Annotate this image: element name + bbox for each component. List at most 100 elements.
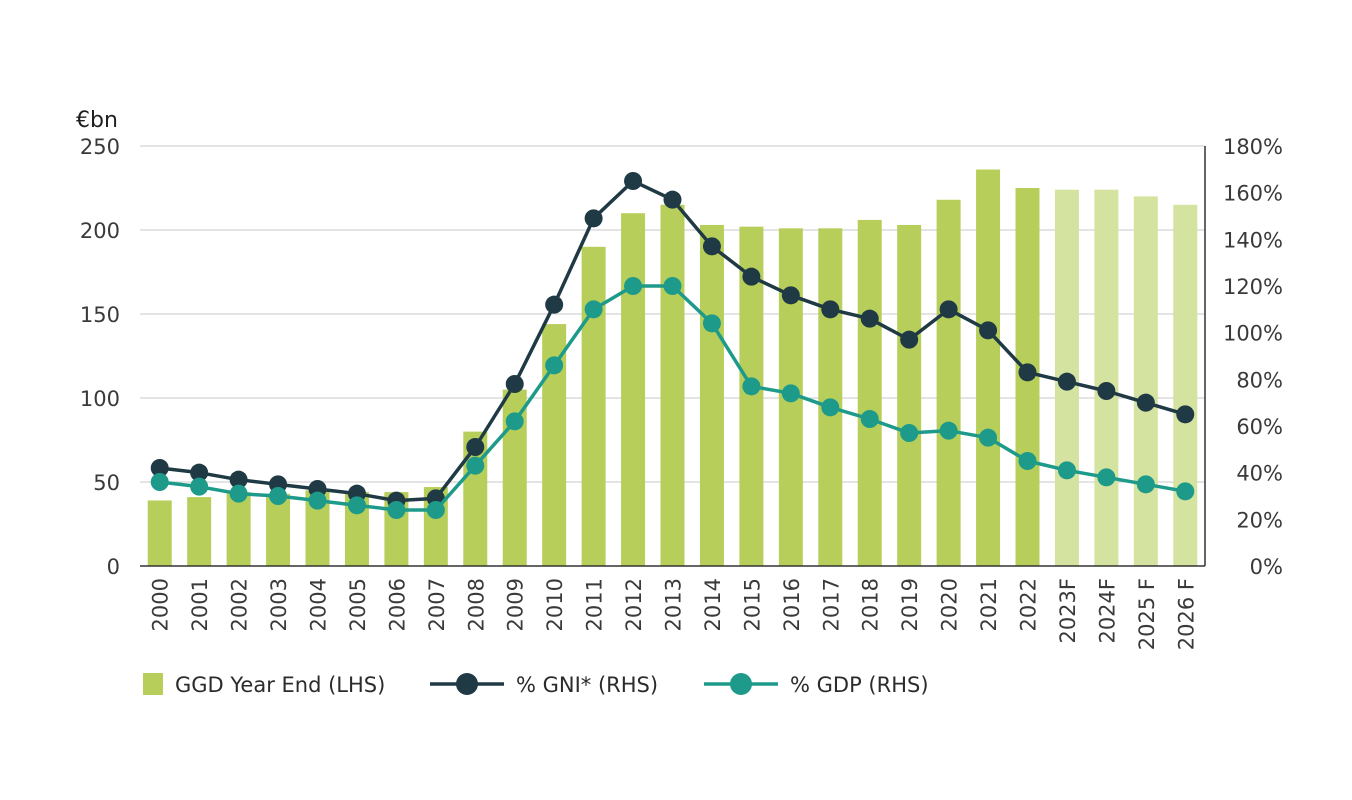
- left-axis-unit-label: €bn: [76, 108, 118, 133]
- x-tick-label: 2024F: [1095, 578, 1119, 644]
- x-tick-label: 2015: [740, 578, 764, 631]
- point-gni: [663, 190, 682, 209]
- bar-ggd: [1094, 189, 1119, 566]
- x-tick-label: 2021: [977, 578, 1001, 631]
- point-gdp: [702, 314, 721, 333]
- right-tick-label: 140%: [1223, 228, 1283, 252]
- point-gni: [1018, 363, 1037, 382]
- point-gni: [150, 459, 169, 477]
- left-tick-label: 150: [80, 303, 120, 327]
- left-tick-label: 100: [80, 387, 120, 411]
- axis-layer: [140, 146, 1206, 567]
- legend-label-ggd: GGD Year End (LHS): [175, 673, 385, 697]
- x-tick-label: 2019: [898, 578, 922, 631]
- label-layer: €bn 0 50 100 150 200 250 0% 20% 40% 60% 80% 100% 120…: [76, 108, 1283, 650]
- point-gni: [584, 209, 603, 228]
- x-tick-label: 2014: [701, 578, 725, 631]
- point-gdp: [505, 412, 524, 431]
- x-tick-label: 2017: [819, 578, 843, 631]
- point-gdp: [584, 300, 603, 319]
- x-tick-label: 2003: [267, 578, 291, 631]
- point-gdp: [939, 421, 958, 440]
- legend-swatch-ggd: [143, 673, 163, 695]
- point-gni: [1097, 382, 1116, 400]
- x-tick-label: 2011: [583, 578, 607, 631]
- legend-marker-gni: [456, 673, 478, 695]
- x-tick-label: 2009: [504, 578, 528, 631]
- x-tick-label: 2018: [859, 578, 883, 631]
- point-gdp: [347, 496, 366, 515]
- x-tick-label: 2020: [938, 578, 962, 631]
- point-gni: [742, 267, 761, 286]
- x-tick-label: 2004: [307, 578, 331, 631]
- point-gni: [702, 237, 721, 256]
- left-tick-label: 0: [107, 555, 120, 579]
- point-gni: [466, 438, 485, 456]
- point-gni: [821, 300, 840, 319]
- x-tick-label: 2026 F: [1174, 578, 1198, 650]
- point-gni: [545, 295, 564, 314]
- point-gdp: [1057, 461, 1076, 480]
- x-tick-label: 2016: [780, 578, 804, 631]
- bar-ggd: [660, 204, 685, 567]
- bar-ggd: [1133, 196, 1158, 566]
- bar-ggd: [226, 492, 251, 566]
- point-gdp: [387, 501, 406, 519]
- x-tick-label: 2006: [385, 578, 409, 631]
- right-tick-label: 160%: [1223, 182, 1283, 206]
- point-gni: [860, 309, 879, 328]
- legend: GGD Year End (LHS) % GNI* (RHS) % GDP (RHS…: [143, 673, 929, 697]
- point-gdp: [742, 377, 761, 396]
- point-gdp: [1176, 482, 1195, 501]
- point-gni: [505, 375, 524, 393]
- bar-ggd: [621, 213, 646, 566]
- x-tick-label: 2008: [464, 578, 488, 631]
- x-tick-label: 2010: [543, 578, 567, 631]
- line-layer: [150, 172, 1195, 519]
- legend-label-gni: % GNI* (RHS): [516, 673, 658, 697]
- point-gdp: [1097, 468, 1116, 487]
- left-tick-label: 200: [80, 219, 120, 243]
- bar-ggd: [897, 224, 922, 566]
- point-gni: [781, 286, 800, 305]
- point-gdp: [979, 428, 998, 447]
- point-gni: [939, 300, 958, 319]
- point-gdp: [900, 424, 919, 442]
- x-tick-label: 2013: [662, 578, 686, 631]
- right-tick-label: 20%: [1236, 508, 1283, 532]
- point-gdp: [545, 356, 564, 375]
- bar-ggd: [699, 224, 724, 566]
- bar-ggd: [266, 493, 291, 566]
- x-tick-label: 2007: [425, 578, 449, 631]
- left-tick-label: 50: [93, 471, 120, 495]
- bar-ggd: [936, 199, 961, 566]
- right-tick-label: 120%: [1223, 275, 1283, 299]
- point-gni: [624, 172, 643, 190]
- point-gni: [1176, 405, 1195, 424]
- right-tick-label: 40%: [1236, 462, 1283, 486]
- point-gni: [1136, 393, 1155, 412]
- right-tick-label: 60%: [1236, 415, 1283, 439]
- x-tick-label: 2022: [1017, 578, 1041, 631]
- point-gni: [190, 463, 209, 482]
- point-gni: [979, 321, 998, 340]
- point-gdp: [1018, 452, 1037, 470]
- bar-ggd: [147, 500, 172, 566]
- bar-ggd: [581, 246, 606, 567]
- point-gdp: [821, 398, 840, 417]
- point-gdp: [860, 410, 879, 428]
- x-tick-label: 2001: [188, 578, 212, 631]
- x-tick-label: 2025 F: [1135, 578, 1159, 650]
- x-tick-label: 2023F: [1056, 578, 1080, 644]
- point-gdp: [426, 501, 445, 519]
- bar-ggd: [187, 497, 212, 566]
- left-tick-label: 250: [80, 135, 120, 159]
- bar-layer: [147, 169, 1198, 567]
- point-gdp: [229, 484, 248, 503]
- point-gdp: [150, 473, 169, 491]
- x-tick-label: 2002: [228, 578, 252, 631]
- right-tick-label: 0%: [1250, 555, 1283, 579]
- point-gdp: [308, 491, 327, 510]
- x-tick-label: 2000: [149, 578, 173, 631]
